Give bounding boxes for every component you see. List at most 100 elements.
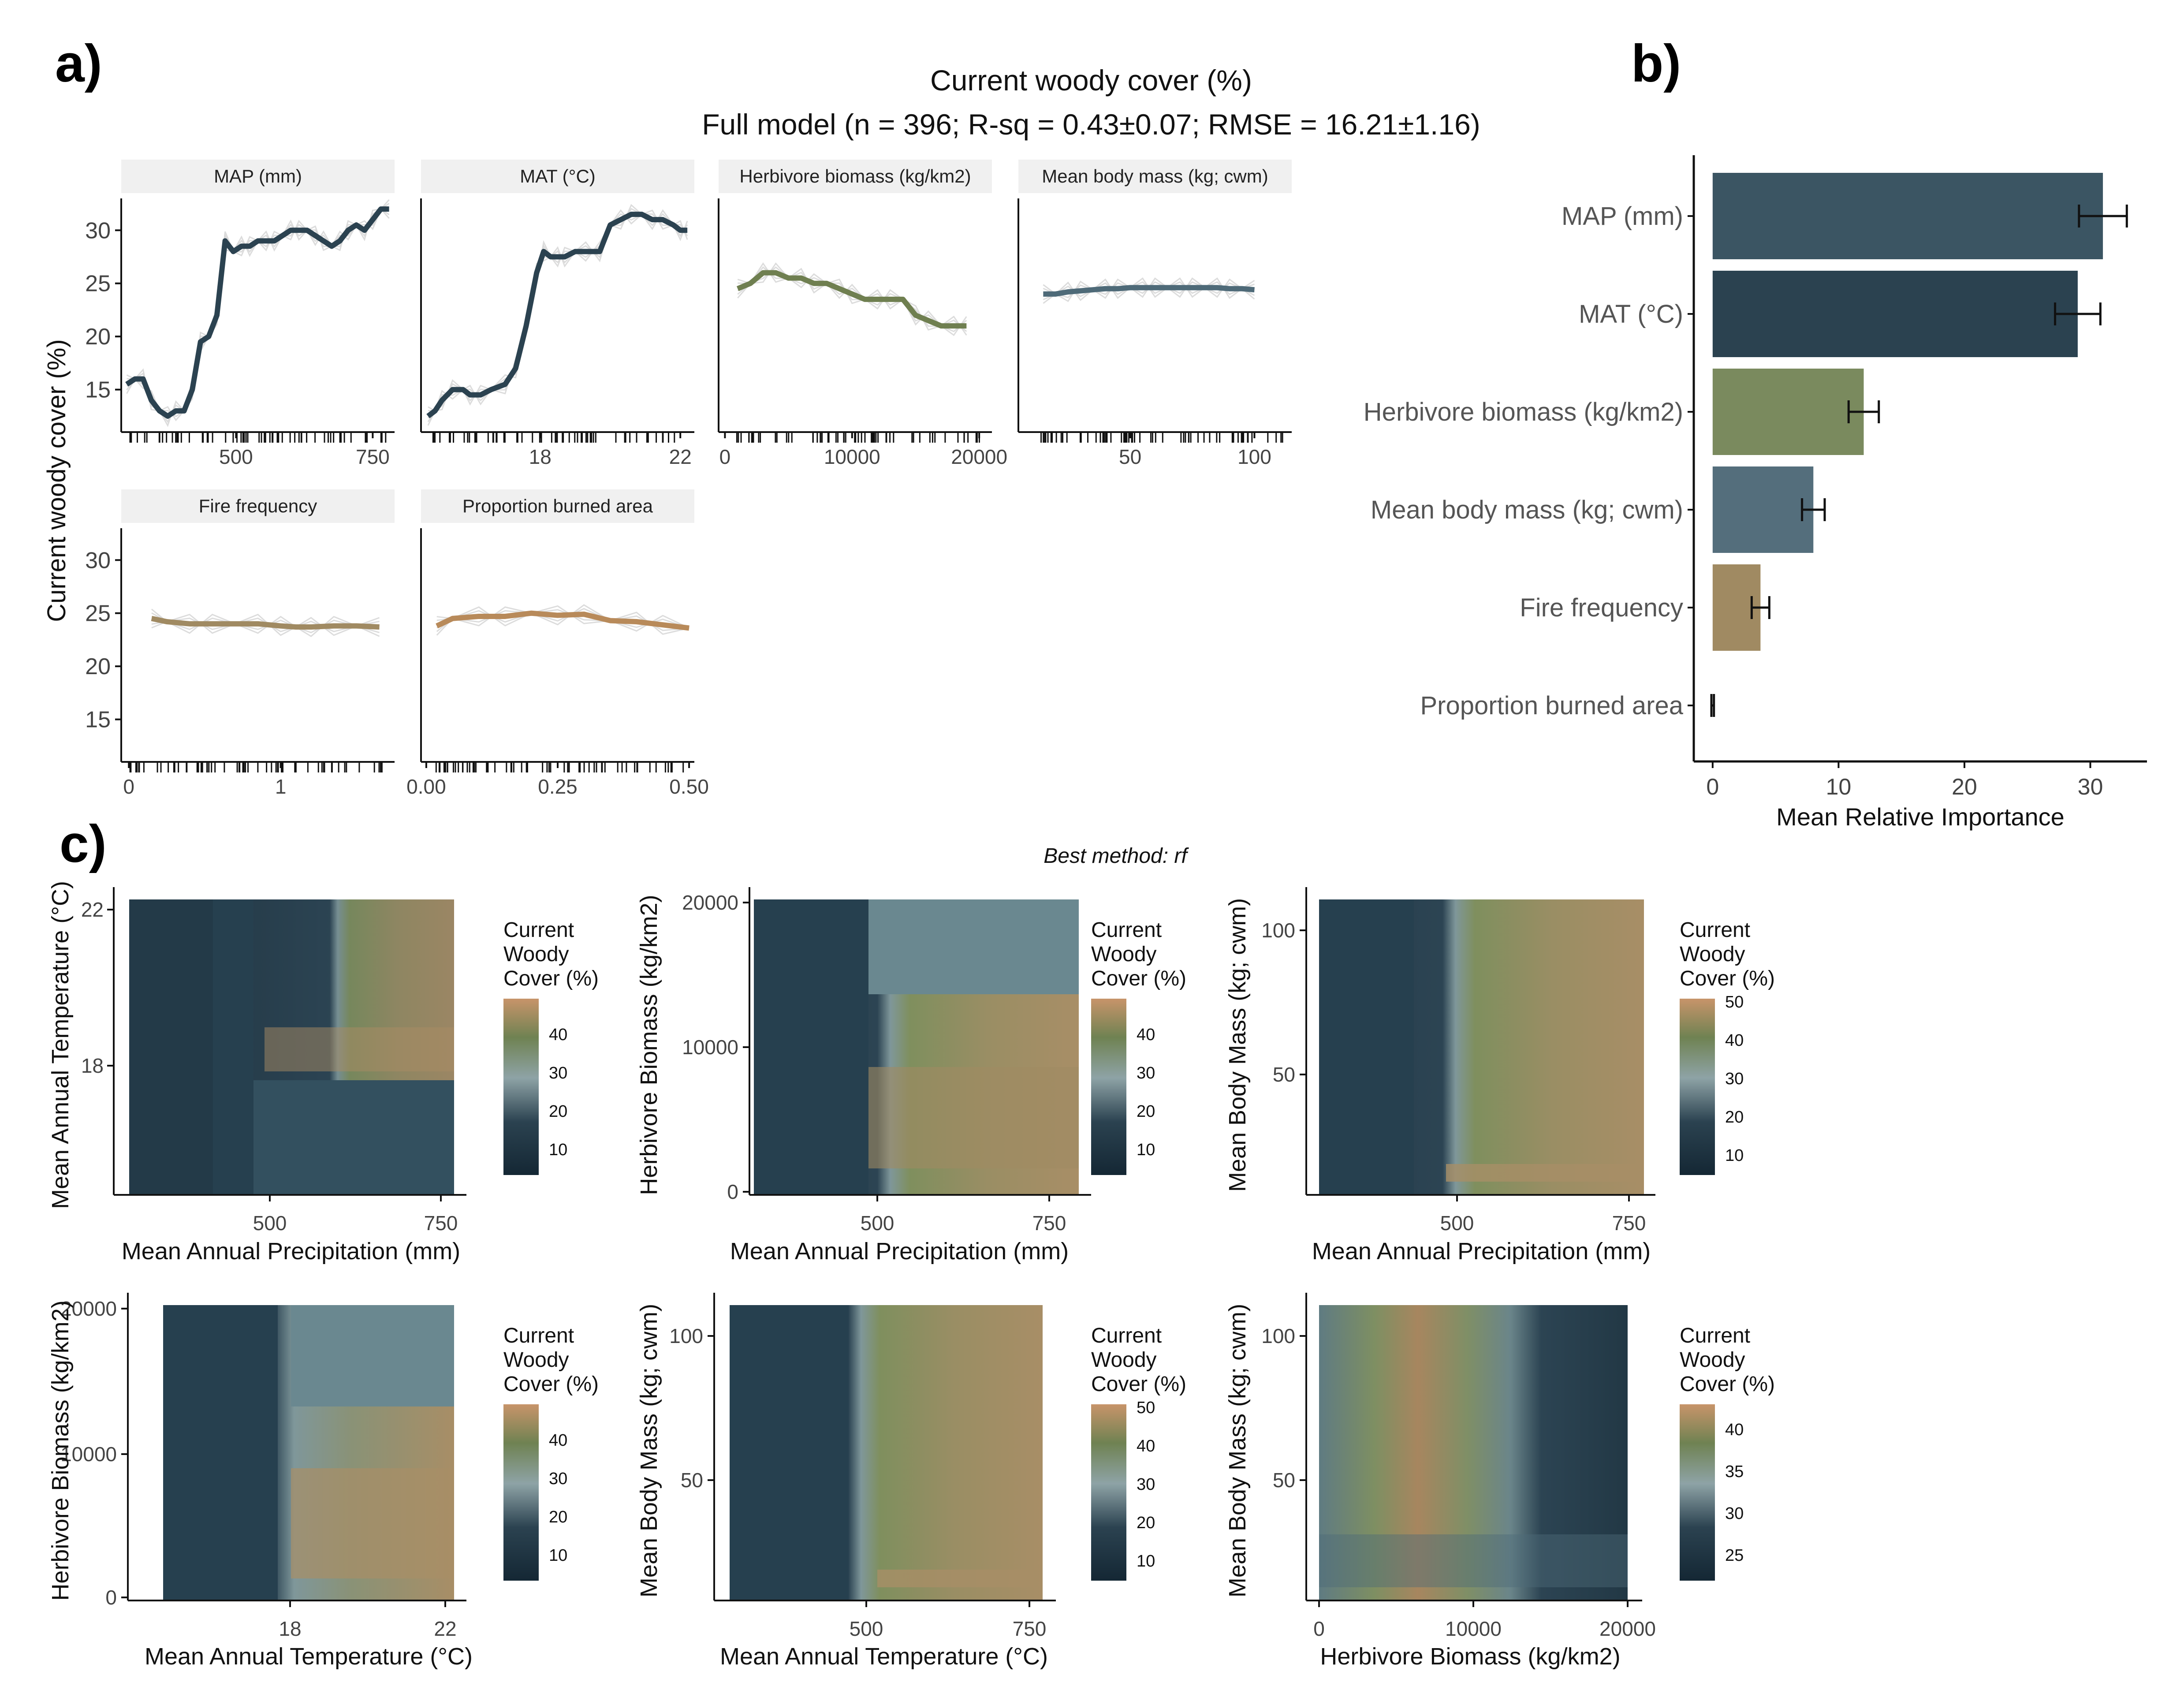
x-tick-label: 500: [1440, 1212, 1474, 1235]
x-axis-label: Mean Annual Temperature (°C): [720, 1643, 1048, 1670]
x-tick-label: 20000: [1599, 1617, 1656, 1640]
bootstrap-line: [436, 605, 689, 636]
legend-tick-label: 25: [1725, 1546, 1744, 1565]
legend-title-line: Woody: [503, 1348, 569, 1372]
x-tick-label: 500: [850, 1617, 883, 1640]
bootstrap-line: [738, 266, 967, 332]
facet-title: Proportion burned area: [462, 496, 653, 516]
bootstrap-line: [428, 208, 688, 412]
legend-tick-label: 20: [1137, 1514, 1155, 1532]
y-tick-label: 100: [1261, 1324, 1295, 1347]
legend-tick-label: 10: [549, 1141, 567, 1159]
heatmap-zone-mid-herbivore: [868, 1067, 1079, 1168]
x-tick-label: 20: [1952, 774, 1977, 800]
x-tick-label: 100: [1237, 445, 1271, 468]
x-tick-label: 0: [1313, 1617, 1325, 1640]
x-tick-label: 500: [219, 445, 253, 468]
legend-colorbar: [1091, 1404, 1126, 1581]
heatmap-zone-cool: [730, 1305, 849, 1600]
y-tick-label: 15: [85, 377, 111, 403]
legend-tick-label: 30: [1137, 1475, 1155, 1494]
facet-strip: [421, 160, 694, 193]
y-tick-label: 22: [81, 898, 104, 921]
x-tick-label: 10000: [824, 445, 880, 468]
x-tick-label: 0.25: [538, 775, 578, 798]
legend-tick-label: 40: [1725, 1421, 1744, 1439]
heatmap-zone-high-herbivore: [868, 899, 1079, 994]
series-line: [736, 270, 967, 329]
legend-tick-label: 40: [1137, 1437, 1155, 1455]
legend-title-line: Woody: [503, 943, 569, 966]
x-tick-label: 0.00: [406, 775, 446, 798]
legend-tick-label: 10: [1137, 1552, 1155, 1571]
heatmap-precip-bodymass: 500 750 50 100 Mean Annual Precipitation…: [1224, 887, 1775, 1265]
category-label: MAT (°C): [1579, 300, 1683, 328]
bootstrap-line: [436, 604, 689, 632]
y-tick-label: 18: [81, 1054, 104, 1077]
category-label: MAP (mm): [1562, 202, 1683, 231]
y-tick-label: 10000: [682, 1036, 738, 1059]
panel-b-x-axis-label: Mean Relative Importance: [1776, 803, 2065, 831]
series-line: [436, 610, 689, 631]
heatmap-zone-low-bodymass-band: [1446, 1164, 1644, 1182]
legend-colorbar: [503, 1404, 539, 1581]
x-tick-label: 750: [424, 1212, 458, 1235]
y-tick-label: 10000: [60, 1443, 117, 1466]
x-tick-label: 10: [1826, 774, 1851, 800]
legend-title-line: Cover (%): [1091, 1373, 1186, 1396]
y-axis-label: Herbivore Biomass (kg/km2): [636, 895, 662, 1195]
heatmap-herbivore-bodymass: 0 10000 20000 50 100 Herbivore Biomass (…: [1224, 1293, 1775, 1670]
x-tick-label: 18: [529, 445, 552, 468]
y-tick-label: 30: [85, 218, 111, 243]
x-tick-label: 750: [1032, 1212, 1066, 1235]
x-tick-label: 22: [669, 445, 692, 468]
facet-strip: [1018, 160, 1292, 193]
legend-colorbar: [503, 999, 539, 1175]
legend-tick-label: 20: [549, 1102, 567, 1121]
x-tick-label: 0.50: [669, 775, 709, 798]
series-line: [426, 212, 688, 418]
importance-bar: [1712, 369, 1864, 455]
y-axis-label: Mean Body Mass (kg; cwm): [1224, 1304, 1251, 1597]
y-tick-label: 50: [681, 1469, 703, 1492]
legend: Current Woody Cover (%) 25 30 35 40: [1680, 1324, 1775, 1581]
y-axis-label: Herbivore Biomass (kg/km2): [47, 1300, 74, 1600]
legend-tick-label: 40: [1137, 1026, 1155, 1044]
x-tick-label: 50: [1119, 445, 1141, 468]
heatmap-zone-hot-band: [265, 1027, 454, 1071]
heatmap-precip-herbivore: 500 750 0 10000 20000 Mean Annual Precip…: [636, 887, 1186, 1265]
legend-title-line: Cover (%): [1091, 967, 1186, 990]
x-tick-label: 0: [123, 775, 134, 798]
facet-strip: [421, 489, 694, 523]
category-label: Proportion burned area: [1420, 691, 1683, 720]
y-tick-label: 50: [1273, 1469, 1295, 1492]
y-tick-label: 20: [85, 654, 111, 679]
legend-tick-label: 20: [1137, 1102, 1155, 1121]
x-tick-label: 1: [275, 775, 287, 798]
y-axis-label: Mean Annual Temperature (°C): [47, 881, 74, 1209]
heatmap-zone-dry: [1319, 899, 1414, 1194]
bootstrap-line: [428, 204, 688, 412]
y-tick-label: 15: [85, 707, 111, 733]
legend-tick-label: 30: [549, 1470, 567, 1488]
series-line: [1043, 285, 1255, 297]
x-axis-label: Mean Annual Precipitation (mm): [1312, 1238, 1651, 1265]
legend-tick-label: 30: [549, 1064, 567, 1082]
x-axis-label: Herbivore Biomass (kg/km2): [1320, 1643, 1620, 1670]
panel-c-heatmaps: 500 750 18 22 Mean Annual Precipitation …: [47, 881, 1775, 1670]
legend-title-line: Current: [1091, 918, 1162, 942]
facet-title: MAT (°C): [520, 166, 596, 187]
facet-strip: [121, 160, 395, 193]
figure-title-line2: Full model (n = 396; R-sq = 0.43±0.07; R…: [702, 108, 1480, 141]
x-axis-label: Mean Annual Precipitation (mm): [122, 1238, 460, 1265]
x-tick-label: 750: [1013, 1617, 1047, 1640]
legend-title-line: Woody: [1680, 943, 1745, 966]
y-axis-label: Mean Body Mass (kg; cwm): [1224, 898, 1251, 1192]
x-tick-label: 20000: [951, 445, 1007, 468]
legend-title-line: Cover (%): [503, 1373, 599, 1396]
legend-tick-label: 30: [1137, 1064, 1155, 1082]
category-label: Fire frequency: [1520, 593, 1683, 622]
legend-title-line: Current: [1680, 1324, 1750, 1347]
legend-title-line: Current: [1091, 1324, 1162, 1347]
